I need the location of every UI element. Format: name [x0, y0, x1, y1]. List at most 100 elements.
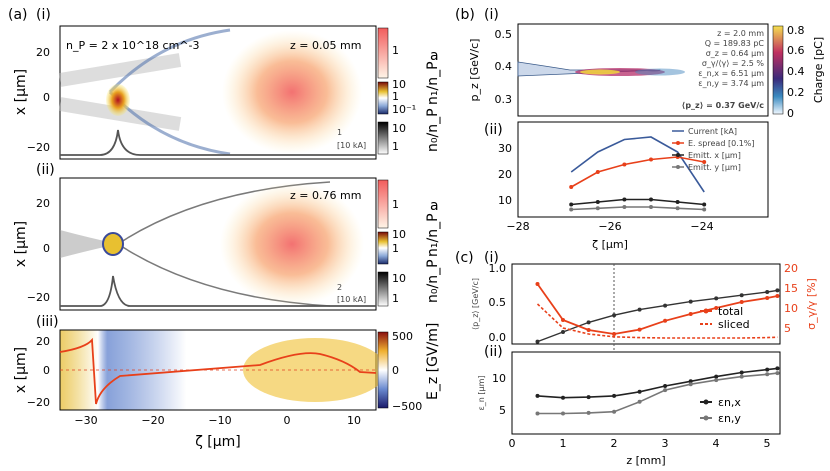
xtick-a-m30: −30 — [74, 414, 97, 427]
cbar-b-t1: 0.6 — [787, 44, 805, 57]
c-ii-eny-point-4 — [637, 399, 642, 404]
b-ii-s3-point-0 — [569, 207, 574, 212]
scale-i-1: 1 — [337, 128, 342, 137]
c-i-pz-point-10 — [775, 288, 780, 293]
z-label-ii: z = 0.76 mm — [290, 189, 361, 202]
xlabel-c: z [mm] — [626, 454, 665, 467]
xtick-a-0: 0 — [284, 414, 291, 427]
stat-spread: σ_γ/⟨γ⟩ = 2.5 % — [702, 59, 765, 68]
ytick-c-l0: 1.0 — [489, 262, 507, 275]
cbar-a-i-tick: 1 — [392, 44, 399, 57]
c-ii-eny-point-9 — [765, 372, 770, 377]
stat-z: z = 2.0 mm — [717, 29, 764, 38]
b-ii-s1-point-1 — [595, 170, 600, 174]
legend-total: total — [718, 305, 743, 318]
c-i-total-point-9 — [765, 296, 770, 300]
label-a-i: (i) — [36, 7, 51, 23]
label-b-ii: (ii) — [484, 122, 503, 138]
b-ii-s3-point-5 — [702, 207, 707, 212]
c-i-pz-point-8 — [739, 293, 744, 298]
c-i-pz-point-6 — [688, 299, 693, 304]
cbar-n0-ii-label: n₀/n_P — [425, 259, 441, 303]
b-ii-s1-line — [570, 156, 705, 188]
b-ii-s3-point-2 — [622, 205, 627, 209]
xtick-c-3: 3 — [662, 437, 669, 450]
c-ii-series — [535, 366, 780, 416]
legend-eny: εn,y — [718, 412, 741, 425]
b-ii-s2-point-2 — [622, 197, 627, 202]
plot-b-i — [517, 23, 769, 117]
mean-pz: ⟨p_z⟩ = 0.37 GeV/c — [682, 101, 765, 110]
ytick-a-iii-0: 0 — [43, 364, 50, 377]
cbar-n1-ii — [377, 231, 389, 265]
cbar-ez-t2: −500 — [392, 400, 422, 413]
xtick-c-4: 4 — [713, 437, 720, 450]
cbar-n0-ii-t0: 10 — [392, 272, 406, 285]
c-i-total-point-10 — [775, 294, 780, 298]
legend-sliced: sliced — [718, 318, 750, 331]
cbar-n1-ii-label: n₁/n_P — [425, 213, 441, 257]
xlabel-a: ζ [µm] — [195, 434, 241, 450]
cbar-a-ii — [377, 179, 389, 229]
c-ii-eny-point-6 — [688, 382, 693, 387]
cbar-n0-i — [377, 121, 389, 155]
c-i-total-point-4 — [637, 327, 642, 332]
ytick-c-r1: 15 — [784, 282, 798, 295]
cbar-ez-label: E_z [GV/m] — [425, 323, 441, 400]
legend-enx: εn,x — [718, 396, 741, 409]
c-ii-enx-point-6 — [688, 379, 693, 384]
ylabel-b-i: p_z [GeV/c] — [468, 39, 481, 102]
label-c: (c) — [455, 250, 474, 266]
ytick-a-i-m20: −20 — [27, 141, 50, 154]
c-i-total-point-2 — [586, 328, 591, 332]
laser-pulse — [222, 30, 362, 154]
ylabel-c-ii: ε_n [µm] — [477, 375, 486, 410]
c-i-pz-point-4 — [637, 307, 642, 312]
c-ii-eny-point-7 — [714, 378, 719, 383]
c-ii-enx-point-5 — [663, 384, 668, 388]
c-i-pz-point-5 — [663, 303, 668, 308]
label-b-i: (i) — [484, 7, 499, 23]
c-ii-enx-point-1 — [561, 395, 565, 400]
b-ii-s2-point-5 — [702, 202, 707, 207]
scale-i-2: [10 kA] — [337, 141, 366, 150]
ylabel-a-ii: x [µm] — [13, 221, 29, 267]
xtick-b-m24: −24 — [690, 220, 713, 233]
xtick-c-5: 5 — [764, 437, 771, 450]
legend-current: Current [kA] — [688, 127, 737, 136]
ytick-b-ii-20: 20 — [498, 168, 512, 181]
cbar-n0-ii — [377, 271, 389, 307]
scale-ii-1: 2 — [337, 283, 342, 292]
ytick-b-ii-30: 30 — [498, 142, 512, 155]
xtick-b-m26: −26 — [598, 220, 621, 233]
c-ii-eny-point-10 — [775, 371, 780, 376]
ytick-c-ii-10: 10 — [492, 372, 506, 385]
b-ii-s1-point-0 — [569, 185, 574, 189]
xtick-b-m28: −28 — [506, 220, 529, 233]
b-ii-s2-line — [571, 198, 705, 206]
cbar-n1-i-t2: 10⁻¹ — [392, 103, 416, 116]
c-ii-eny-point-5 — [663, 388, 668, 393]
b-ii-s2-point-0 — [569, 202, 574, 207]
label-b: (b) — [455, 7, 475, 23]
b-ii-s1-point-5 — [702, 160, 707, 164]
label-a-ii: (ii) — [36, 162, 55, 178]
stat-eny: ε_n,y = 3.74 µm — [698, 79, 764, 88]
legend-b-ii: Current [kA] E. spread [0.1%] Emitt. x [… — [672, 127, 755, 172]
ytick-a-ii-0: 0 — [43, 242, 50, 255]
c-ii-eny-point-8 — [739, 374, 744, 379]
bunch-ii — [102, 232, 124, 256]
ytick-a-ii-m20: −20 — [27, 291, 50, 304]
c-ii-enx-point-9 — [765, 367, 770, 372]
c-ii-eny-point-1 — [561, 411, 565, 416]
legend-c-ii: εn,x εn,y — [700, 396, 741, 425]
ytick-c-l1: 0.5 — [489, 296, 507, 309]
ytick-c-r3: 5 — [784, 322, 791, 335]
c-i-series — [535, 282, 780, 344]
label-a-iii: (iii) — [36, 314, 59, 330]
c-i-pz-point-3 — [612, 313, 617, 318]
b-ii-s3-point-1 — [595, 206, 600, 211]
c-i-total-point-0 — [535, 282, 540, 286]
ytick-b-i-2: 0.3 — [495, 93, 513, 106]
xtick-c-1: 1 — [560, 437, 567, 450]
